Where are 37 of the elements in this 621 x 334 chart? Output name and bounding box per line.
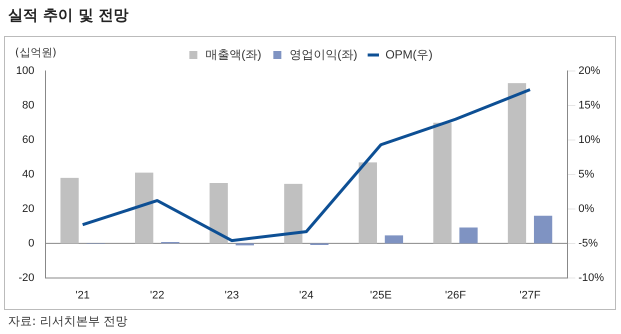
bar [534, 216, 552, 244]
bar [508, 83, 526, 244]
y2-tick-label: -10% [578, 272, 604, 284]
y-tick-label: 0 [28, 237, 34, 250]
x-tick-label: '22 [150, 289, 164, 302]
y2-tick-label: -5% [578, 237, 598, 250]
bar [135, 172, 154, 244]
chart-title: 실적 추이 및 전망 [8, 6, 129, 25]
bar [459, 227, 478, 244]
y-tick-label: -20 [18, 272, 34, 284]
bar [358, 162, 377, 244]
x-tick-label: '24 [299, 289, 314, 302]
bar [60, 178, 79, 244]
y2-tick-label: 15% [578, 100, 601, 112]
legend-label: 매출액(좌) [205, 47, 262, 62]
bar [433, 122, 452, 244]
bar [384, 235, 404, 244]
y-tick-label: 40 [22, 168, 34, 180]
y-tick-label: 80 [22, 100, 34, 112]
x-tick-label: '21 [75, 289, 90, 302]
y-tick-label: 100 [16, 65, 34, 78]
y2-tick-label: 10% [578, 134, 601, 146]
y-axis-title: (십억원) [15, 45, 57, 60]
bar [210, 183, 228, 244]
text: 자료: 리서치본부 전망 [8, 313, 128, 330]
bar [284, 184, 302, 244]
legend-label: 영업이익(좌) [289, 47, 358, 62]
legend-label: OPM(우) [385, 47, 433, 62]
x-tick-label: '27F [520, 289, 541, 302]
y-tick-label: 60 [22, 134, 34, 146]
y2-tick-label: 0% [578, 202, 594, 215]
y2-tick-label: 20% [578, 65, 601, 78]
y2-tick-label: 5% [578, 168, 594, 180]
x-tick-label: '26F [444, 289, 466, 302]
y-tick-label: 20 [22, 202, 34, 215]
x-tick-label: '25E [370, 289, 392, 302]
x-tick-label: '23 [224, 289, 239, 302]
